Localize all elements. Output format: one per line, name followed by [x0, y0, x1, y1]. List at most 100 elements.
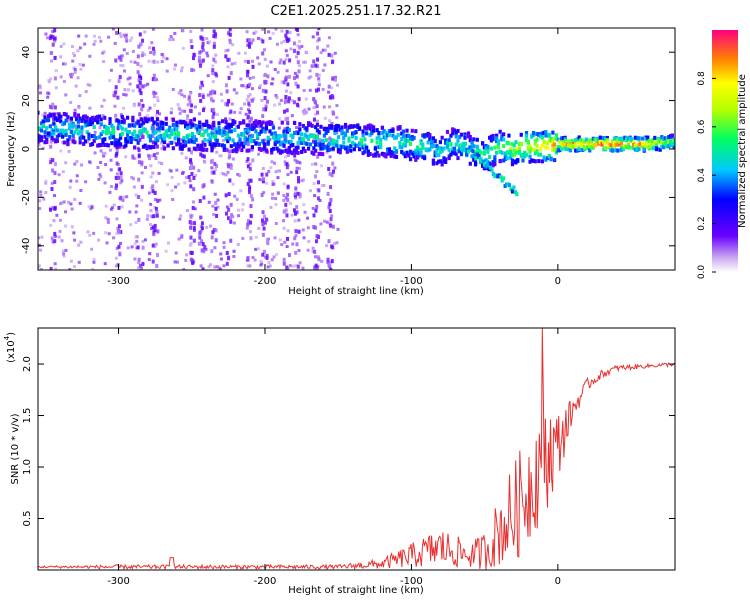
spectrogram-ridge-cell	[308, 133, 312, 138]
spectrogram-ridge-cell	[138, 130, 142, 135]
spectrogram-streak-cell	[228, 28, 232, 32]
spectrogram-noise-cell	[295, 166, 299, 170]
spectrogram-ridge-cell	[589, 139, 594, 144]
spectrogram-streak-cell	[137, 177, 141, 182]
spectrogram-ridge-cell	[147, 144, 151, 149]
spectrogram-noise-cell	[230, 102, 234, 106]
spectrogram-ridge-cell	[375, 136, 379, 141]
spectrogram-ridge-cell	[168, 125, 172, 130]
spectrogram-streak-cell	[51, 34, 55, 39]
spectrogram-ridge-cell	[354, 135, 358, 140]
spectrogram-ridge-cell	[213, 127, 218, 132]
spectrogram-noise-cell	[41, 113, 45, 117]
spectrogram-ridge-cell	[43, 130, 47, 135]
spectrogram-ridge-cell	[514, 159, 518, 164]
spectrogram-noise-cell	[179, 69, 183, 73]
spectrogram-ridge-cell	[542, 139, 546, 144]
spectrogram-streak-cell	[191, 205, 195, 210]
spectrogram-streak-cell	[312, 225, 316, 230]
spectrogram-ridge-cell	[76, 119, 81, 124]
spectrogram-streak-cell	[116, 95, 120, 100]
spectrogram-ridge-cell	[298, 140, 302, 145]
top-x-tick-label: 0	[555, 276, 561, 287]
spectrogram-noise-cell	[186, 114, 190, 118]
spectrogram-ridge-cell	[510, 153, 515, 158]
spectrogram-ridge-cell	[287, 140, 291, 145]
spectrogram-ridge-cell	[241, 132, 246, 137]
spectrogram-noise-cell	[282, 193, 286, 197]
spectrogram-streak-cell	[264, 107, 268, 112]
spectrogram-ridge-cell	[285, 129, 290, 134]
spectrogram-streak-cell	[328, 208, 332, 213]
spectrogram-ridge-cell	[440, 162, 444, 167]
spectrogram-ridge-cell	[176, 137, 181, 142]
spectrogram-noise-cell	[147, 191, 151, 195]
spectrogram-ridge-cell	[148, 134, 153, 139]
spectrogram-ridge-cell	[127, 136, 131, 141]
spectrogram-ridge-cell	[270, 131, 274, 136]
spectrogram-ridge-cell	[444, 157, 448, 162]
spectrogram-ridge-cell	[517, 146, 522, 151]
spectrogram-noise-cell	[241, 236, 245, 240]
spectrogram-streak-cell	[188, 108, 192, 113]
spectrogram-ridge-cell	[62, 121, 66, 126]
spectrogram-ridge-cell	[243, 129, 247, 134]
spectrogram-streak-cell	[297, 69, 301, 74]
spectrogram-ridge-cell	[205, 128, 209, 133]
spectrogram-ridge-cell	[649, 140, 653, 145]
spectrogram-streak-cell	[251, 197, 255, 202]
spectrogram-ridge-cell	[473, 162, 478, 167]
spectrogram-noise-cell	[211, 204, 215, 208]
spectrogram-ridge-cell	[329, 124, 334, 129]
spectrogram-ridge-cell	[586, 143, 590, 148]
spectrogram-ridge-cell	[126, 115, 130, 120]
spectrogram-noise-cell	[174, 185, 178, 189]
spectrogram-ridge-cell	[593, 137, 597, 142]
spectrogram-noise-cell	[90, 205, 94, 209]
spectrogram-streak-cell	[187, 95, 191, 100]
spectrogram-streak-cell	[316, 235, 320, 240]
spectrogram-ridge-cell	[83, 139, 88, 144]
spectrogram-ridge-cell	[154, 141, 158, 146]
spectrogram-noise-cell	[214, 35, 218, 39]
spectrogram-ridge-cell	[326, 148, 330, 153]
spectrogram-ridge-cell	[143, 118, 147, 123]
spectrogram-ridge-cell	[314, 125, 318, 130]
spectrogram-ridge-cell	[451, 127, 455, 132]
spectrogram-noise-cell	[81, 63, 85, 67]
spectrogram-ridge-cell	[249, 126, 253, 131]
bottom-x-tick-label: -200	[254, 576, 277, 587]
spectrogram-noise-cell	[238, 111, 242, 115]
spectrogram-ridge-cell	[219, 129, 223, 134]
spectrogram-streak-cell	[151, 189, 155, 194]
spectrogram-noise-cell	[276, 191, 280, 195]
spectrogram-streak-cell	[213, 161, 217, 166]
spectrogram-noise-cell	[154, 198, 158, 202]
spectrogram-streak-cell	[286, 236, 290, 241]
spectrogram-ridge-cell	[461, 141, 465, 146]
spectrogram-noise-cell	[278, 117, 282, 121]
spectrogram-streak-cell	[155, 127, 159, 132]
spectrogram-noise-cell	[147, 258, 151, 262]
spectrogram-noise-cell	[61, 140, 65, 144]
spectrogram-ridge-cell	[456, 128, 460, 133]
spectrogram-ridge-cell	[663, 136, 667, 141]
spectrogram-streak-cell	[51, 168, 55, 173]
spectrogram-noise-cell	[140, 198, 144, 202]
spectrogram-ridge-cell	[493, 145, 497, 150]
spectrogram-ridge-cell	[363, 149, 367, 154]
spectrogram-ridge-cell	[103, 142, 107, 147]
spectrogram-noise-cell	[327, 90, 331, 94]
spectrogram-noise-cell	[216, 198, 220, 202]
spectrogram-ridge-cell	[493, 162, 497, 167]
spectrogram-ridge-cell	[291, 133, 295, 138]
spectrogram-streak-cell	[246, 69, 250, 74]
spectrogram-ridge-cell	[319, 142, 323, 147]
spectrogram-noise-cell	[271, 123, 275, 127]
spectrogram-noise-cell	[303, 108, 307, 112]
spectrogram-noise-cell	[235, 197, 239, 201]
spectrogram-ridge-cell	[321, 141, 325, 146]
spectrogram-streak-cell	[328, 171, 332, 176]
spectrogram-ridge-cell	[637, 136, 641, 141]
spectrogram-ridge-cell	[407, 153, 411, 158]
